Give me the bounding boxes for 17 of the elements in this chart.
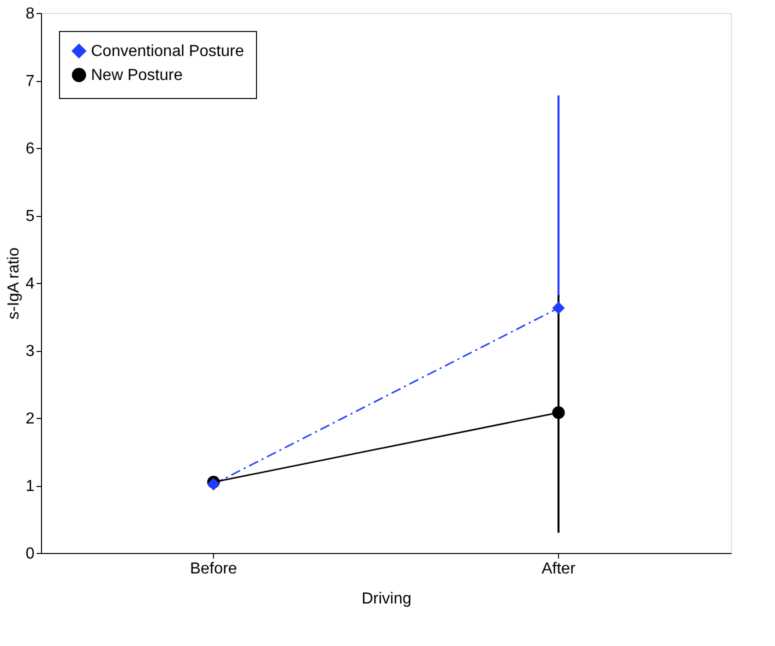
point xyxy=(552,406,565,419)
y-tick-label: 0 xyxy=(26,546,35,562)
x-tick-label: After xyxy=(542,560,576,578)
y-tick-label: 5 xyxy=(26,208,35,225)
point xyxy=(552,302,565,314)
x-tick-label: Before xyxy=(190,560,238,578)
legend-label: Conventional Posture xyxy=(91,43,244,60)
y-tick-label: 6 xyxy=(26,140,35,158)
x-axis-title: Driving xyxy=(362,590,412,608)
y-tick-label: 8 xyxy=(26,6,35,22)
legend-label: New Posture xyxy=(91,67,183,84)
y-tick-label: 7 xyxy=(26,73,35,90)
y-axis-title: s-IgA ratio xyxy=(6,247,23,320)
y-tick-label: 4 xyxy=(26,276,35,292)
y-tick-label: 2 xyxy=(26,410,35,428)
y-tick-label: 1 xyxy=(26,478,35,495)
y-tick-label: 3 xyxy=(26,343,35,360)
